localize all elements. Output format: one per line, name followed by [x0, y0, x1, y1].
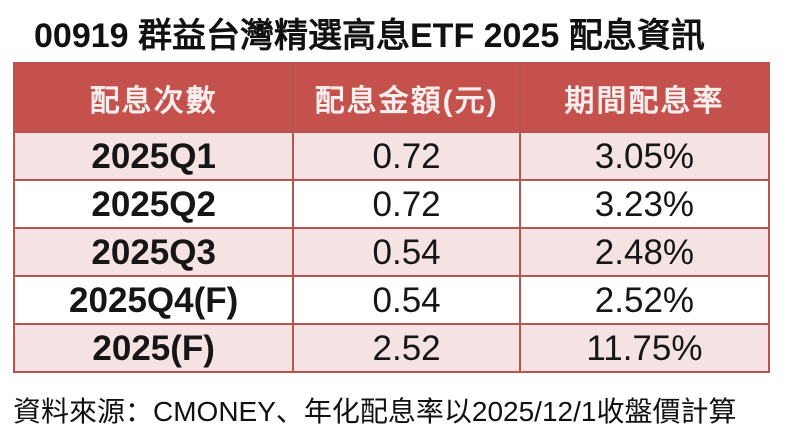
period-cell: 2025(F) [12, 323, 295, 373]
period-cell: 2025Q3 [12, 227, 295, 277]
table-row: 2025Q4(F) 0.54 2.52% [12, 275, 771, 325]
rate-cell: 2.48% [518, 227, 771, 277]
period-cell: 2025Q2 [12, 179, 295, 229]
rate-cell: 3.23% [518, 179, 771, 229]
header-rate: 期間配息率 [518, 62, 771, 133]
dividend-table-body: 2025Q1 0.72 3.05% 2025Q2 0.72 3.23% 2025… [12, 131, 771, 373]
amount-cell: 0.54 [292, 275, 521, 325]
source-note: 資料來源：CMONEY、年化配息率以2025/12/1收盤價計算 [13, 396, 737, 427]
header-row: 配息次數 配息金額(元) 期間配息率 [12, 62, 771, 133]
rate-cell: 2.52% [518, 275, 771, 325]
amount-cell: 0.72 [292, 179, 521, 229]
dividend-table-header: 配息次數 配息金額(元) 期間配息率 [12, 62, 771, 133]
period-cell: 2025Q4(F) [12, 275, 295, 325]
amount-cell: 0.72 [292, 131, 521, 181]
table-row: 2025(F) 2.52 11.75% [12, 323, 771, 373]
table-row: 2025Q3 0.54 2.48% [12, 227, 771, 277]
rate-cell: 3.05% [518, 131, 771, 181]
amount-cell: 2.52 [292, 323, 521, 373]
period-cell: 2025Q1 [12, 131, 295, 181]
header-amount: 配息金額(元) [292, 62, 521, 133]
header-period: 配息次數 [12, 62, 295, 133]
table-row: 2025Q2 0.72 3.23% [12, 179, 771, 229]
amount-cell: 0.54 [292, 227, 521, 277]
page-title: 00919 群益台灣精選高息ETF 2025 配息資訊 [34, 17, 705, 55]
table-row: 2025Q1 0.72 3.05% [12, 131, 771, 181]
rate-cell: 11.75% [518, 323, 771, 373]
dividend-table: 配息次數 配息金額(元) 期間配息率 2025Q1 0.72 3.05% 202… [12, 62, 771, 373]
